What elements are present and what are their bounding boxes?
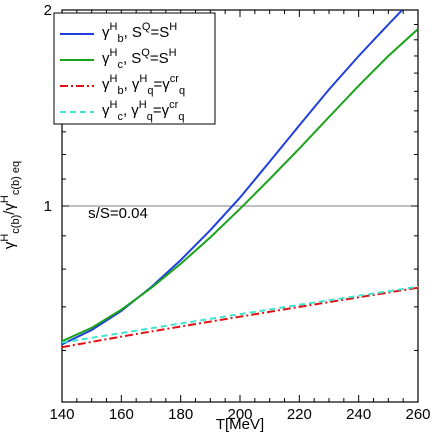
x-tick-label: 240 [346, 406, 371, 423]
series-layer [62, 10, 418, 349]
legend-label-3: γHb, γHq=γcrq [102, 73, 185, 97]
x-tick-label: 140 [49, 406, 74, 423]
annotation-s-over-s: s/S=0.04 [88, 205, 148, 222]
legend-box [53, 12, 216, 125]
x-tick-label: 220 [287, 406, 312, 423]
x-tick-label: 160 [109, 406, 134, 423]
series-line-2 [62, 28, 418, 343]
legend-label-1: γHb, SQ=SH [102, 21, 177, 45]
y-axis-label: γHc(b)/γHc(b) eq [0, 161, 22, 249]
x-axis-label: T[MeV] [216, 416, 264, 433]
series-line-1 [62, 10, 404, 346]
legend-label-2: γHc, SQ=SH [102, 47, 177, 71]
x-tick-label: 200 [227, 406, 252, 423]
x-tick-label: 180 [168, 406, 193, 423]
y-tick-label: 2 [44, 2, 52, 19]
series-line-4 [62, 285, 418, 344]
y-tick-label: 1 [44, 198, 52, 215]
ticks-layer: 140 160 180 200 220 240 260 1 2 [44, 2, 431, 423]
legend-label-4: γHc, γHq=γcrq [102, 99, 184, 123]
x-tick-label: 260 [405, 406, 430, 423]
series-line-3 [62, 286, 418, 349]
